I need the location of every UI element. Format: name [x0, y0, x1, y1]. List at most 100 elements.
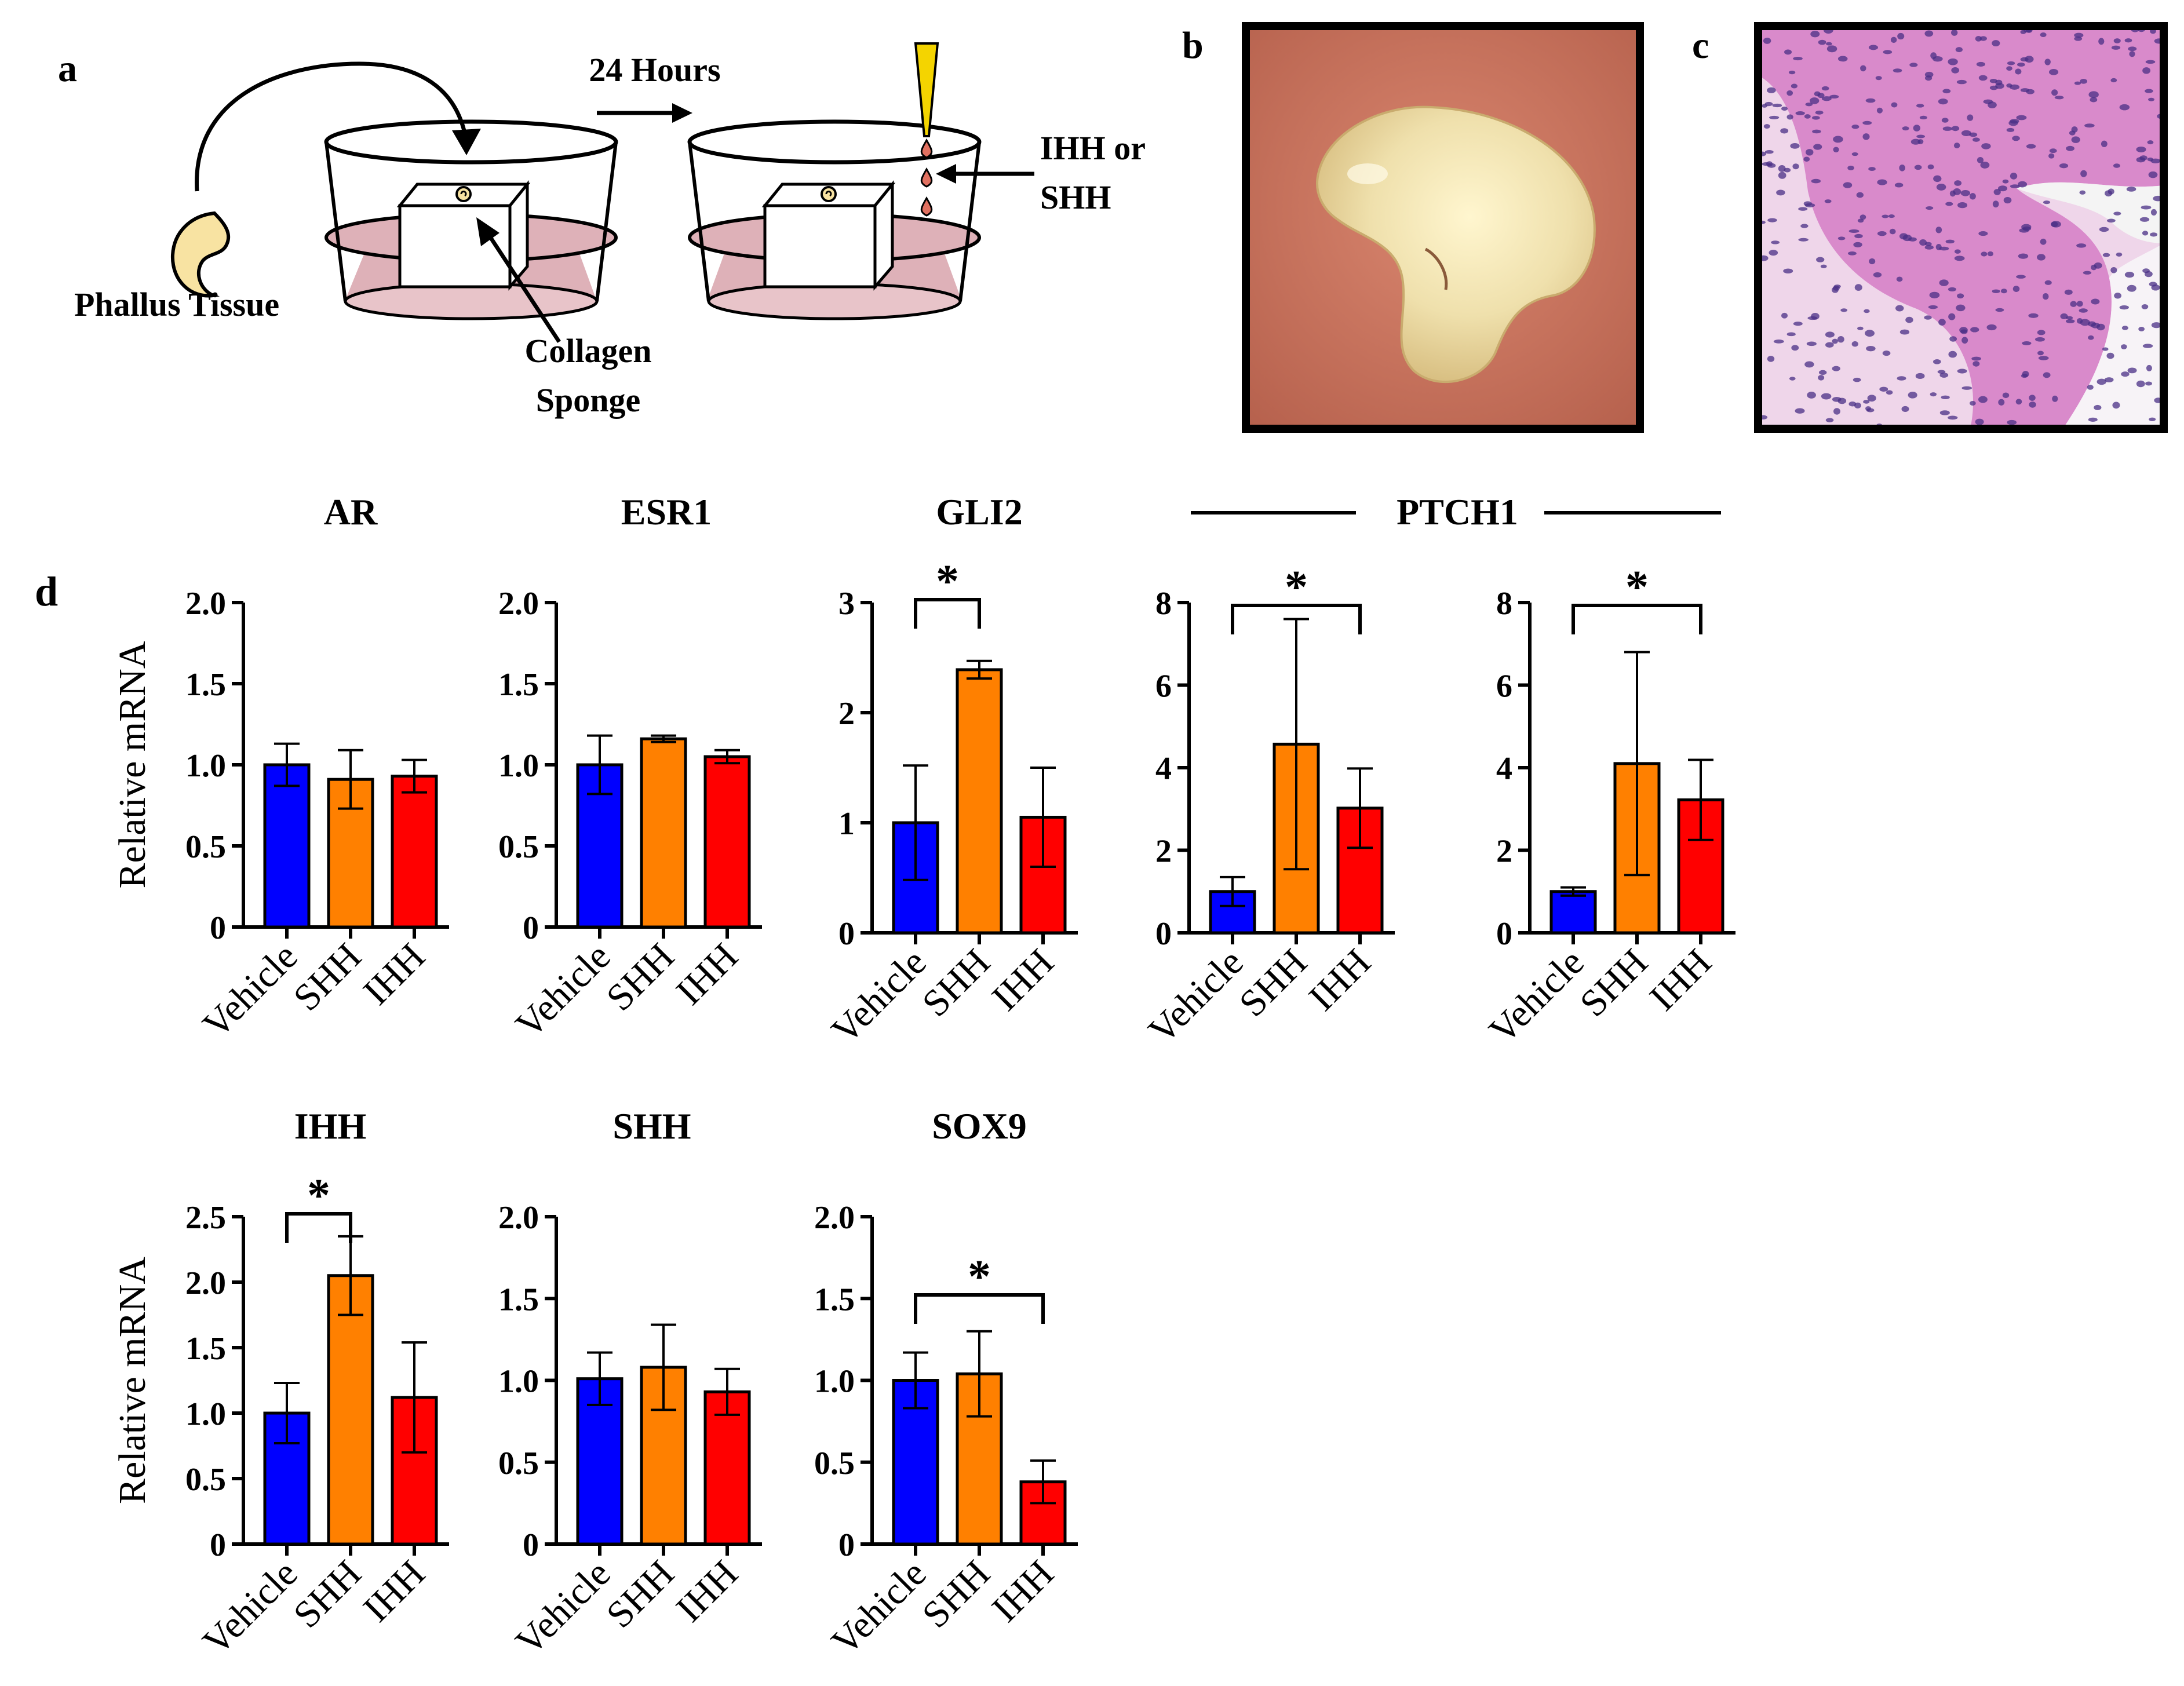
- nucleus: [1824, 199, 1832, 203]
- nucleus: [1795, 111, 1805, 115]
- significance-star: *: [1285, 562, 1308, 613]
- nucleus: [1902, 234, 1912, 242]
- nucleus: [2138, 327, 2145, 331]
- significance-bracket: [1572, 604, 1702, 634]
- nucleus: [1908, 392, 1917, 399]
- nucleus: [2102, 253, 2110, 257]
- chart-title: SHH: [612, 1105, 691, 1147]
- nucleus: [1924, 75, 1933, 81]
- nucleus: [1854, 233, 1863, 239]
- culture-dish-2: [687, 119, 982, 320]
- nucleus: [2018, 253, 2029, 259]
- drop-icon: [920, 138, 933, 159]
- nucleus: [1862, 133, 1870, 140]
- nucleus: [2071, 136, 2080, 143]
- nucleus: [2101, 140, 2108, 147]
- nucleus: [1978, 75, 1988, 81]
- nucleus: [2084, 123, 2095, 128]
- x-tick-label: IHH: [1642, 941, 1720, 1019]
- nucleus: [1851, 341, 1858, 347]
- nucleus: [1961, 337, 1968, 344]
- y-tick-label: 0: [523, 1527, 539, 1563]
- x-tick-label: IHH: [668, 935, 746, 1013]
- nucleus: [1933, 175, 1942, 183]
- nucleus: [2148, 171, 2158, 178]
- nucleus: [1763, 124, 1770, 129]
- y-tick-label: 1.0: [498, 748, 539, 784]
- nucleus: [1847, 251, 1857, 256]
- nucleus: [1806, 149, 1814, 156]
- nucleus: [2016, 275, 2026, 279]
- nucleus: [1957, 368, 1967, 374]
- nucleus: [1786, 90, 1793, 96]
- nucleus: [1848, 402, 1857, 407]
- bar-shh: [956, 668, 1003, 935]
- significance-star: *: [968, 1251, 991, 1302]
- significance-star: *: [1625, 562, 1649, 613]
- nucleus: [1781, 312, 1788, 319]
- nucleus: [2007, 419, 2017, 425]
- nucleus: [1818, 370, 1827, 375]
- significance-star: *: [936, 556, 959, 607]
- nucleus: [1767, 87, 1776, 93]
- chart-title: AR: [324, 491, 378, 532]
- nucleus: [2077, 318, 2083, 324]
- nucleus: [2102, 347, 2109, 351]
- nucleus: [2015, 399, 2022, 405]
- epithelium-layer: [1758, 26, 2164, 429]
- nucleus: [2022, 341, 2032, 345]
- y-tick-label: 1: [838, 806, 855, 842]
- nucleus: [2076, 301, 2083, 307]
- drop-icon: [920, 196, 933, 217]
- panel-a-schematic: a Phallus Tissue Collagen Sponge 24 Hour…: [58, 42, 1146, 419]
- nucleus: [2029, 395, 2036, 401]
- nucleus: [1938, 319, 1946, 326]
- nucleus: [1883, 50, 1893, 54]
- nucleus: [1902, 126, 1909, 131]
- nucleus: [1818, 375, 1825, 381]
- nucleus: [1897, 376, 1906, 381]
- nucleus: [1848, 229, 1860, 233]
- nucleus: [2052, 395, 2058, 402]
- nucleus: [2010, 184, 2020, 188]
- nucleus: [1780, 128, 1789, 134]
- nucleus: [2088, 335, 2094, 340]
- nucleus: [2037, 254, 2046, 261]
- nucleus: [1882, 214, 1889, 218]
- nucleus: [2119, 305, 2129, 310]
- nucleus: [1971, 356, 1981, 361]
- nucleus: [1888, 214, 1895, 218]
- nucleus: [2006, 83, 2012, 88]
- significance-bracket: [914, 598, 981, 629]
- nucleus: [1863, 400, 1870, 404]
- nucleus: [1868, 45, 1879, 50]
- y-tick-label: 0: [210, 910, 226, 946]
- nucleus: [1929, 291, 1940, 298]
- nucleus: [1804, 114, 1811, 119]
- nucleus: [1936, 183, 1946, 191]
- nucleus: [2141, 304, 2149, 309]
- nucleus: [2038, 356, 2049, 360]
- nucleus: [1924, 30, 1934, 37]
- nucleus: [2007, 61, 2015, 65]
- nucleus: [2049, 148, 2057, 154]
- nucleus: [1790, 143, 1800, 149]
- nucleus: [1960, 190, 1971, 196]
- nucleus: [1899, 329, 1910, 335]
- nucleus: [2094, 404, 2102, 410]
- nucleus: [2079, 308, 2088, 313]
- nucleus: [1891, 102, 1898, 108]
- nucleus: [1795, 408, 1805, 414]
- nucleus: [1803, 156, 1810, 162]
- nucleus: [1992, 40, 2000, 47]
- nucleus: [2051, 221, 2061, 228]
- nucleus: [1915, 373, 1925, 379]
- nucleus: [2124, 272, 2135, 278]
- nucleus: [2069, 130, 2076, 136]
- x-tick-label: SHH: [1572, 941, 1656, 1025]
- nucleus: [1791, 83, 1797, 89]
- nucleus: [1769, 250, 1778, 256]
